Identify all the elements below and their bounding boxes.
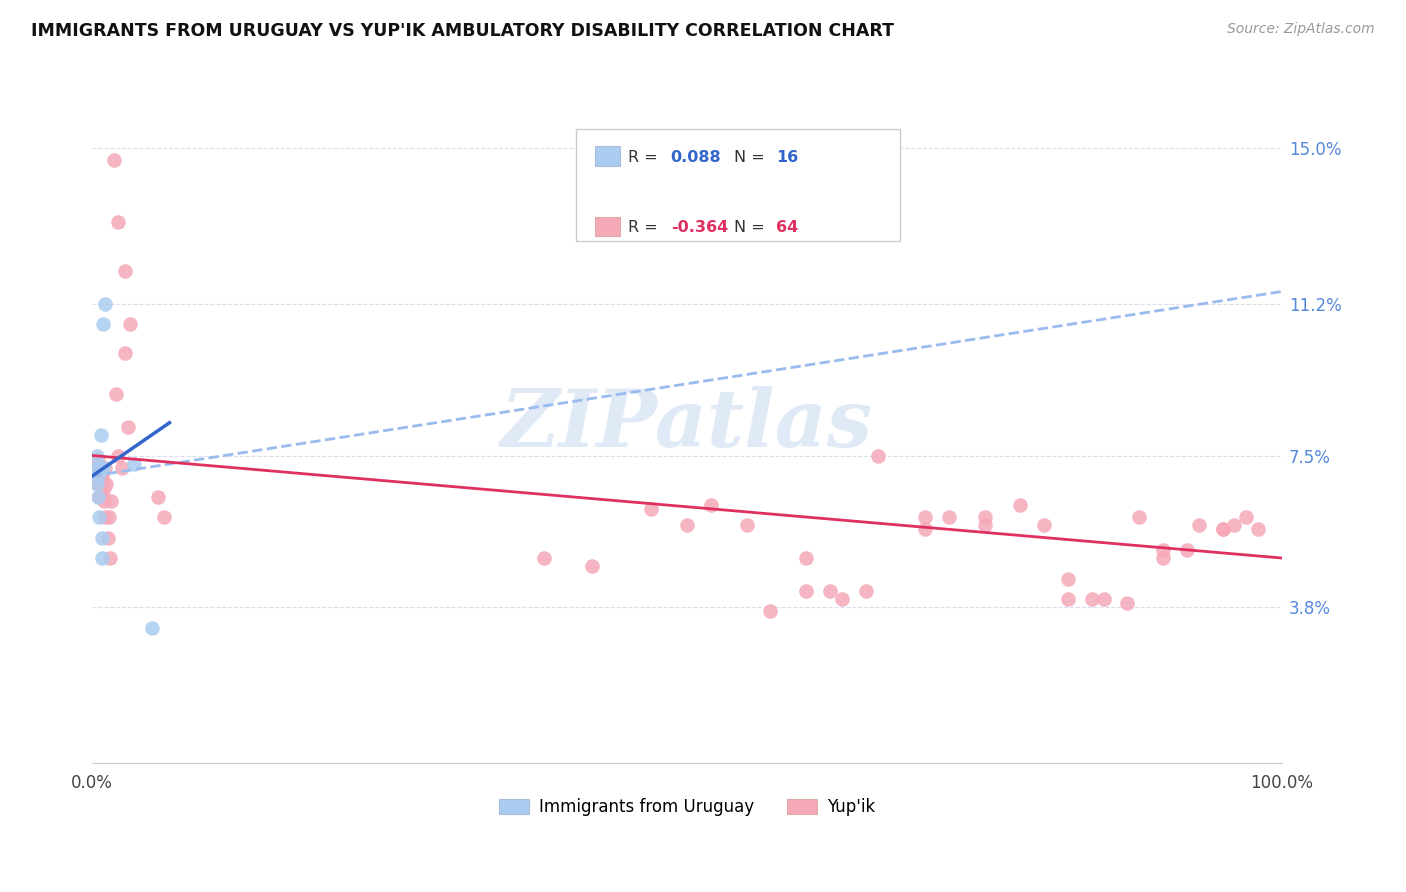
Text: ZIPatlas: ZIPatlas <box>501 386 873 464</box>
Point <box>1033 518 1056 533</box>
Point <box>581 559 603 574</box>
Point <box>1092 592 1115 607</box>
Point <box>1057 592 1080 607</box>
Point <box>89 510 111 524</box>
Point <box>1223 518 1246 533</box>
Point <box>93 481 115 495</box>
Point <box>831 592 853 607</box>
Point <box>855 583 877 598</box>
Point <box>87 477 110 491</box>
Point <box>759 604 782 618</box>
Point <box>120 318 142 332</box>
Point <box>86 457 108 471</box>
Point <box>91 477 114 491</box>
Point <box>914 522 936 536</box>
Point <box>735 518 758 533</box>
Point <box>914 510 936 524</box>
Point <box>87 469 110 483</box>
Point <box>1188 518 1211 533</box>
Point <box>111 460 134 475</box>
Point <box>640 501 662 516</box>
Point <box>818 583 841 598</box>
Point <box>1116 596 1139 610</box>
Point <box>122 457 145 471</box>
Point <box>89 460 111 475</box>
Point <box>938 510 960 524</box>
Point <box>89 460 111 475</box>
Point <box>94 510 117 524</box>
Point <box>86 469 108 483</box>
Text: -0.364: -0.364 <box>671 220 728 235</box>
Point <box>89 460 111 475</box>
Point <box>533 551 555 566</box>
Point <box>89 469 111 483</box>
Text: R =: R = <box>628 220 664 235</box>
Point <box>89 477 111 491</box>
Point <box>973 510 995 524</box>
Point <box>104 387 127 401</box>
Point <box>97 510 120 524</box>
Point <box>87 452 110 467</box>
Point <box>973 518 995 533</box>
Point <box>89 460 111 475</box>
Point <box>94 297 117 311</box>
Text: N =: N = <box>734 150 770 165</box>
Point <box>1128 510 1150 524</box>
Point <box>114 346 136 360</box>
Point <box>1010 498 1032 512</box>
Point <box>866 449 889 463</box>
Point <box>86 477 108 491</box>
Point <box>86 449 108 463</box>
Point <box>794 551 817 566</box>
Point <box>1152 551 1174 566</box>
Point <box>90 469 112 483</box>
Point <box>90 477 112 491</box>
Point <box>98 551 121 566</box>
Point <box>97 531 120 545</box>
Point <box>100 493 122 508</box>
Point <box>141 621 163 635</box>
Text: IMMIGRANTS FROM URUGUAY VS YUP'IK AMBULATORY DISABILITY CORRELATION CHART: IMMIGRANTS FROM URUGUAY VS YUP'IK AMBULA… <box>31 22 894 40</box>
Point <box>1175 542 1198 557</box>
Text: R =: R = <box>628 150 664 165</box>
Point <box>1247 522 1270 536</box>
Legend: Immigrants from Uruguay, Yup'ik: Immigrants from Uruguay, Yup'ik <box>492 791 882 822</box>
Point <box>89 490 111 504</box>
Point <box>91 460 114 475</box>
Point <box>700 498 723 512</box>
Point <box>1212 522 1234 536</box>
Point <box>94 460 117 475</box>
Point <box>794 583 817 598</box>
Point <box>86 460 108 475</box>
Point <box>90 531 112 545</box>
Point <box>87 490 110 504</box>
Point <box>1152 542 1174 557</box>
Point <box>117 419 139 434</box>
Point <box>1212 522 1234 536</box>
Point <box>89 428 111 442</box>
Point <box>152 510 174 524</box>
Point <box>107 215 129 229</box>
Point <box>103 153 125 168</box>
Point <box>1057 572 1080 586</box>
Point <box>107 449 129 463</box>
Point <box>114 264 136 278</box>
Point <box>93 493 115 508</box>
Text: N =: N = <box>734 220 770 235</box>
Text: 0.088: 0.088 <box>671 150 721 165</box>
Text: 64: 64 <box>776 220 799 235</box>
Text: Source: ZipAtlas.com: Source: ZipAtlas.com <box>1227 22 1375 37</box>
Point <box>90 551 112 566</box>
Point <box>146 490 169 504</box>
Point <box>676 518 699 533</box>
Point <box>1080 592 1102 607</box>
Text: 16: 16 <box>776 150 799 165</box>
Point <box>91 318 114 332</box>
Point <box>1234 510 1257 524</box>
Point <box>91 490 114 504</box>
Point <box>96 477 118 491</box>
